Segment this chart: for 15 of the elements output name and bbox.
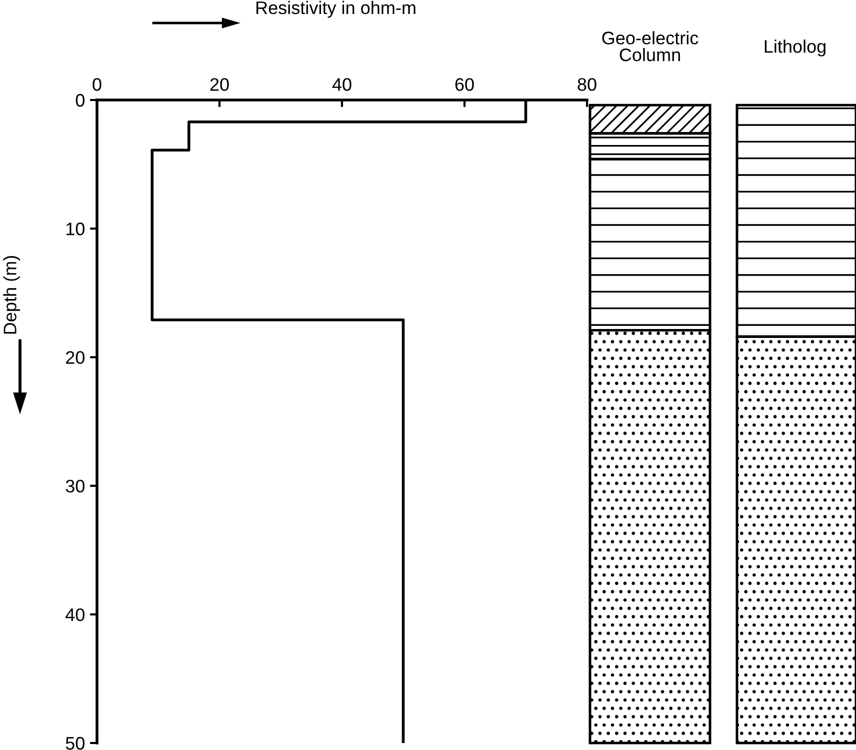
y-tick-label: 10 xyxy=(66,222,84,236)
x-axis-title: Resistivity in ohm-m xyxy=(256,0,416,18)
x-tick-label: 0 xyxy=(92,78,102,91)
x-tick-label: 40 xyxy=(332,78,352,91)
y-tick-label: 0 xyxy=(76,94,84,107)
y-axis-title: Depth (m) xyxy=(3,256,20,334)
x-tick-label: 80 xyxy=(578,78,596,91)
y-tick-label: 20 xyxy=(66,351,84,364)
x-tick-label: 60 xyxy=(455,78,474,91)
text: Litholog xyxy=(764,40,826,56)
text: Geo-electric Column xyxy=(602,31,698,62)
y-tick-label: 40 xyxy=(66,608,84,622)
y-tick-label: 30 xyxy=(66,480,84,493)
y-tick-label: 50 xyxy=(66,736,84,750)
x-tick-label: 20 xyxy=(210,78,229,91)
